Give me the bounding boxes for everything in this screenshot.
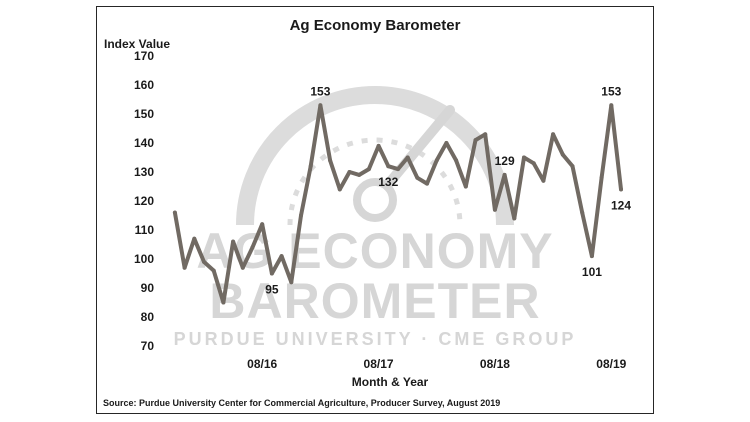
data-point <box>502 172 507 177</box>
data-point <box>211 268 216 273</box>
data-point <box>551 132 556 137</box>
data-label: 124 <box>611 198 631 212</box>
y-tick-label: 130 <box>134 165 154 179</box>
data-point <box>202 259 207 264</box>
data-point <box>192 236 197 241</box>
y-tick-label: 90 <box>141 281 155 295</box>
data-point <box>619 187 623 192</box>
y-tick-label: 100 <box>134 252 154 266</box>
series-group <box>172 103 623 305</box>
watermark-line-1: AG ECONOMY <box>196 223 553 279</box>
data-point <box>240 265 245 270</box>
y-axis-title: Index Value <box>104 37 170 51</box>
data-point <box>289 280 294 285</box>
data-label: 153 <box>310 84 330 98</box>
data-point <box>395 167 400 172</box>
data-point <box>221 300 226 305</box>
data-point <box>231 239 236 244</box>
data-point <box>337 187 342 192</box>
data-point <box>405 155 410 160</box>
y-axis-ticks: 70 80 90 100 110 120 130 140 150 160 170 <box>134 49 154 353</box>
data-point <box>473 138 478 143</box>
data-point <box>463 184 468 189</box>
data-point <box>492 207 497 212</box>
data-point <box>308 164 313 169</box>
data-label: 129 <box>495 154 515 168</box>
y-tick-label: 70 <box>141 339 155 353</box>
data-point <box>172 210 177 215</box>
y-tick-label: 160 <box>134 78 154 92</box>
data-point <box>182 265 187 270</box>
data-point <box>328 158 333 163</box>
data-point <box>298 213 303 218</box>
data-point <box>483 132 488 137</box>
data-point <box>415 175 420 180</box>
watermark-line-2: BAROMETER <box>209 273 540 329</box>
x-tick-label: 08/19 <box>596 357 626 371</box>
x-tick-label: 08/18 <box>480 357 510 371</box>
gauge-icon <box>236 86 514 226</box>
data-label: 132 <box>378 175 398 189</box>
data-point <box>250 245 255 250</box>
x-axis-title: Month & Year <box>352 375 429 389</box>
y-tick-label: 170 <box>134 49 154 63</box>
data-point <box>260 222 265 227</box>
y-tick-label: 120 <box>134 194 154 208</box>
data-label: 95 <box>265 283 279 297</box>
data-point <box>347 170 352 174</box>
data-point <box>599 175 604 180</box>
data-point <box>386 164 391 169</box>
x-axis-ticks: 08/16 08/17 08/18 08/19 <box>247 357 626 371</box>
y-tick-label: 150 <box>134 107 154 121</box>
data-point <box>580 210 585 215</box>
x-tick-label: 08/16 <box>247 357 277 371</box>
data-point <box>531 161 536 166</box>
y-tick-label: 140 <box>134 136 154 150</box>
x-tick-label: 08/17 <box>364 357 394 371</box>
chart-title: Ag Economy Barometer <box>290 17 461 34</box>
y-tick-label: 80 <box>141 310 155 324</box>
data-point <box>512 216 517 221</box>
data-point <box>444 141 449 145</box>
data-point <box>589 254 594 259</box>
data-point <box>376 143 381 148</box>
data-point <box>522 155 527 160</box>
data-point <box>366 167 371 172</box>
data-point <box>357 172 362 177</box>
watermark-logo: AG ECONOMY BAROMETER PURDUE UNIVERSITY ·… <box>174 86 577 349</box>
data-labels: 95 153 132 129 101 153 124 <box>265 84 631 296</box>
data-point <box>434 158 439 163</box>
watermark-line-3: PURDUE UNIVERSITY · CME GROUP <box>174 329 577 349</box>
data-point <box>318 103 323 108</box>
data-label: 101 <box>582 265 602 279</box>
data-point <box>454 158 459 163</box>
source-note: Source: Purdue University Center for Com… <box>103 398 500 408</box>
data-point <box>269 271 274 276</box>
data-point <box>609 103 614 108</box>
data-point <box>279 254 284 259</box>
data-point <box>541 178 546 183</box>
data-point <box>560 152 565 157</box>
y-tick-label: 110 <box>135 223 155 237</box>
data-label: 153 <box>601 84 621 98</box>
data-point <box>570 164 575 169</box>
data-point <box>425 181 430 186</box>
